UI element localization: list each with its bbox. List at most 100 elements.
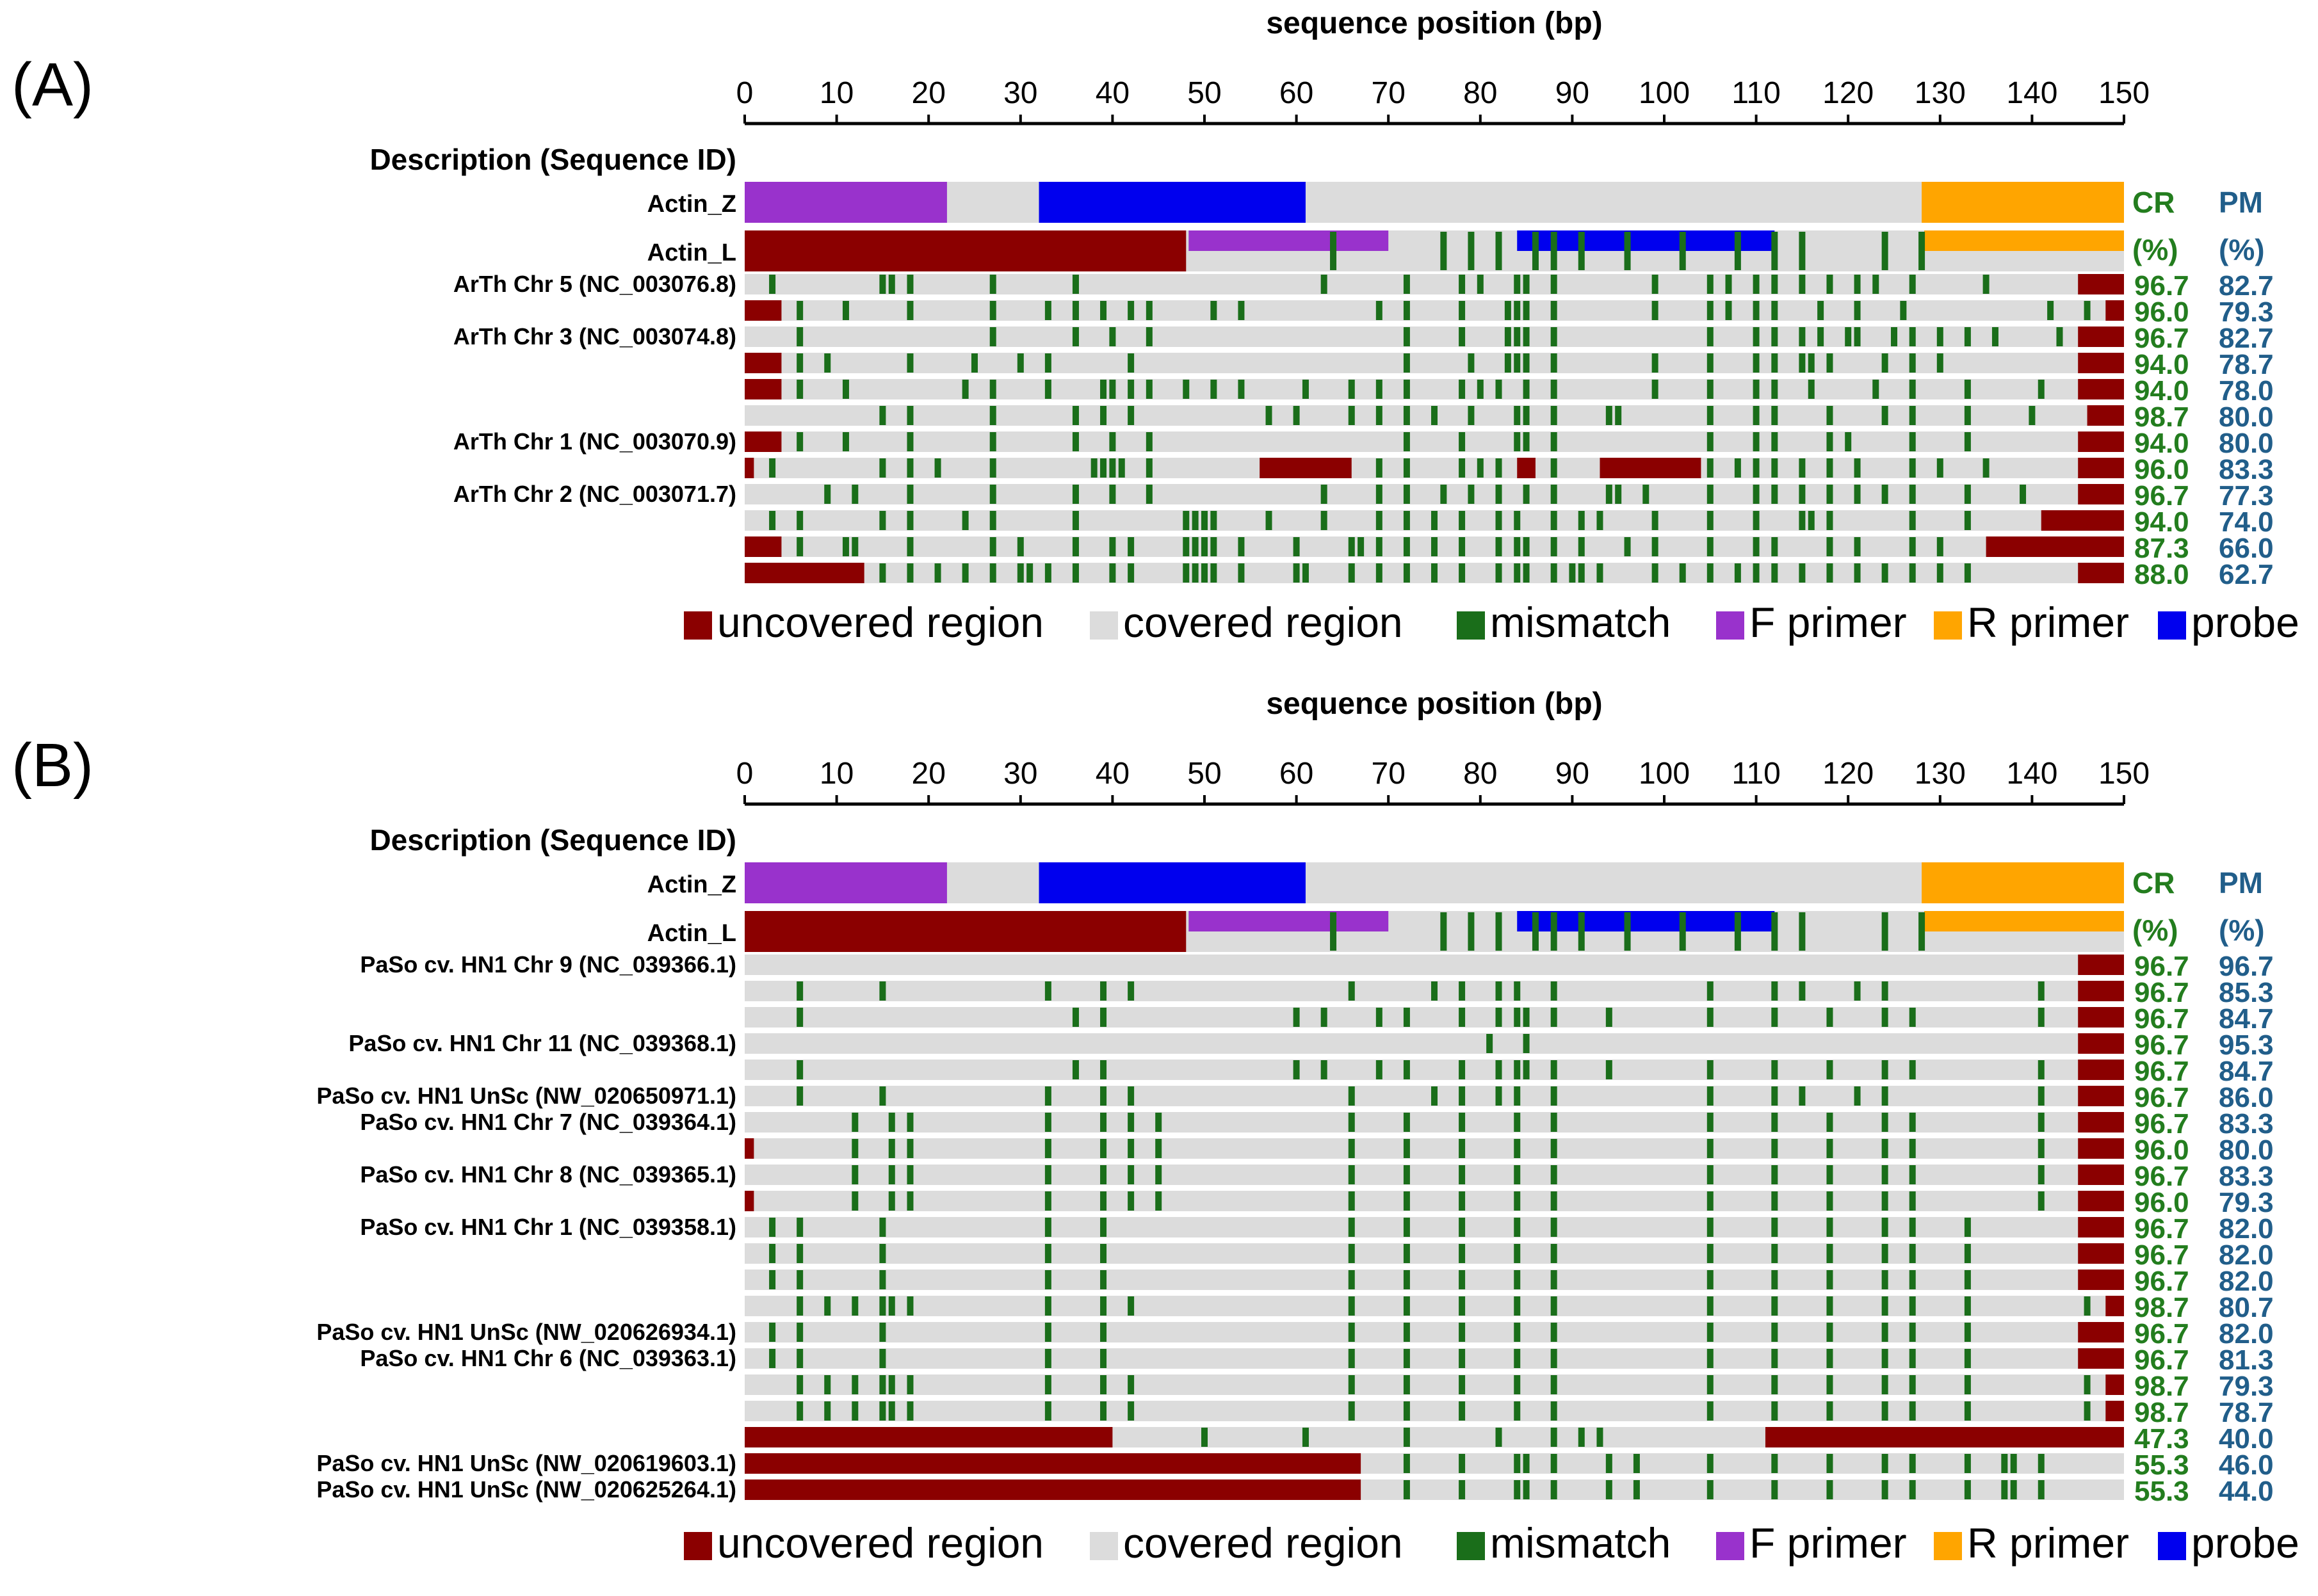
x-tick-label: 110 xyxy=(1731,76,1781,110)
row-mismatch xyxy=(989,563,996,583)
row-mismatch xyxy=(1753,511,1760,530)
cr-unit: (%) xyxy=(2132,914,2178,947)
row-mismatch xyxy=(2084,1296,2091,1316)
row-mismatch xyxy=(1523,353,1530,373)
row-mismatch xyxy=(1155,1165,1162,1184)
actin-l-mismatch xyxy=(1734,232,1741,270)
row-mismatch xyxy=(1550,1349,1557,1368)
row-label: ArTh Chr 3 (NC_003074.8) xyxy=(453,323,736,350)
row-mismatch xyxy=(1431,1086,1438,1106)
row-mismatch xyxy=(1881,353,1888,373)
row-mismatch xyxy=(1100,1244,1107,1263)
row-mismatch xyxy=(852,1296,859,1316)
alignment-row: PaSo cv. HN1 Chr 6 (NC_039363.1) 96.7 81.3 xyxy=(360,1344,2273,1376)
row-mismatch xyxy=(1265,511,1272,530)
row-mismatch xyxy=(1128,406,1135,425)
row-mismatch xyxy=(1026,563,1033,583)
row-mismatch xyxy=(1651,301,1658,320)
row-mismatch xyxy=(1550,1480,1557,1499)
row-cr-value: 96.7 xyxy=(2134,1003,2189,1035)
row-mismatch xyxy=(1403,1218,1410,1237)
row-mismatch xyxy=(1964,1375,1971,1394)
row-mismatch xyxy=(1128,563,1135,583)
row-pm-value: 80.7 xyxy=(2219,1292,2274,1323)
row-mismatch xyxy=(797,1270,804,1289)
row-mismatch xyxy=(1826,485,1833,504)
legend-swatch-probe xyxy=(2158,1532,2186,1560)
row-mismatch xyxy=(1440,485,1447,504)
row-covered xyxy=(745,1007,2124,1028)
row-label: ArTh Chr 2 (NC_003071.7) xyxy=(453,481,736,507)
row-mismatch xyxy=(1100,1349,1107,1368)
alignment-row: PaSo cv. HN1 Chr 8 (NC_039365.1) 96.7 83.3 xyxy=(360,1161,2273,1192)
row-cr-value: 94.0 xyxy=(2134,349,2189,380)
x-tick-label: 130 xyxy=(1915,76,1966,110)
row-mismatch xyxy=(1403,458,1410,478)
row-mismatch xyxy=(1706,1349,1714,1368)
row-mismatch xyxy=(1881,406,1888,425)
row-mismatch xyxy=(2084,301,2091,320)
alignment-row: PaSo cv. HN1 UnSc (NW_020625264.1) 55.3 44… xyxy=(316,1476,2273,1507)
row-pm-value: 80.0 xyxy=(2219,1134,2274,1166)
row-mismatch xyxy=(1192,563,1199,583)
row-mismatch xyxy=(1651,537,1658,556)
row-mismatch xyxy=(1881,1454,1888,1473)
row-mismatch xyxy=(1826,1191,1833,1211)
row-mismatch xyxy=(797,1323,804,1342)
row-mismatch xyxy=(1826,1323,1833,1342)
row-mismatch xyxy=(1881,1270,1888,1289)
row-covered xyxy=(745,1112,2124,1133)
legend-label-r-primer: R primer xyxy=(1967,1519,2129,1567)
row-mismatch xyxy=(1854,981,1861,1001)
actin-l-mismatch xyxy=(1799,912,1806,951)
row-mismatch xyxy=(1459,1139,1466,1158)
row-mismatch xyxy=(879,1349,886,1368)
row-mismatch xyxy=(1514,1244,1521,1263)
row-mismatch xyxy=(1523,1480,1530,1499)
row-mismatch xyxy=(1881,1349,1888,1368)
x-tick-label: 70 xyxy=(1372,757,1406,791)
row-mismatch xyxy=(769,1270,776,1289)
row-mismatch xyxy=(1403,1480,1410,1499)
row-uncovered xyxy=(745,353,782,373)
row-mismatch xyxy=(1403,432,1410,451)
row-mismatch xyxy=(1210,537,1217,556)
row-mismatch xyxy=(1477,458,1484,478)
row-mismatch xyxy=(1826,537,1833,556)
legend-swatch-r-primer xyxy=(1934,611,1962,640)
row-mismatch xyxy=(1706,380,1714,399)
row-uncovered xyxy=(2078,955,2124,975)
row-mismatch xyxy=(1128,537,1135,556)
actin-l-mismatch xyxy=(1734,912,1741,951)
row-mismatch xyxy=(1909,1401,1916,1421)
x-tick-label: 10 xyxy=(820,757,854,791)
row-mismatch xyxy=(1771,981,1778,1001)
row-mismatch xyxy=(1403,1375,1410,1394)
row-mismatch xyxy=(1128,1401,1135,1421)
row-mismatch xyxy=(1817,301,1824,320)
row-mismatch xyxy=(1964,432,1971,451)
row-mismatch xyxy=(1808,511,1815,530)
row-cr-value: 96.7 xyxy=(2134,1161,2189,1192)
row-covered xyxy=(745,326,2124,347)
row-mismatch xyxy=(1596,511,1603,530)
row-pm-value: 95.3 xyxy=(2219,1029,2274,1061)
row-mismatch xyxy=(797,1060,804,1079)
row-mismatch xyxy=(1706,1218,1714,1237)
row-mismatch xyxy=(907,1191,914,1211)
alignment-row: 96.0 79.3 xyxy=(745,1187,2274,1218)
row-pm-value: 83.3 xyxy=(2219,1108,2274,1140)
row-mismatch xyxy=(1514,1454,1521,1473)
row-mismatch xyxy=(907,353,914,373)
alignment-row: 96.7 82.0 xyxy=(745,1266,2274,1297)
cr-header: CR xyxy=(2132,866,2175,899)
row-mismatch xyxy=(1403,1191,1410,1211)
row-mismatch xyxy=(1909,458,1916,478)
x-tick-label: 90 xyxy=(1555,76,1589,110)
row-mismatch xyxy=(1550,511,1557,530)
row-mismatch xyxy=(1044,1218,1051,1237)
row-mismatch xyxy=(989,327,996,346)
row-mismatch xyxy=(1403,327,1410,346)
legend-label-mismatch: mismatch xyxy=(1490,1519,1671,1567)
x-tick-label: 40 xyxy=(1096,757,1130,791)
